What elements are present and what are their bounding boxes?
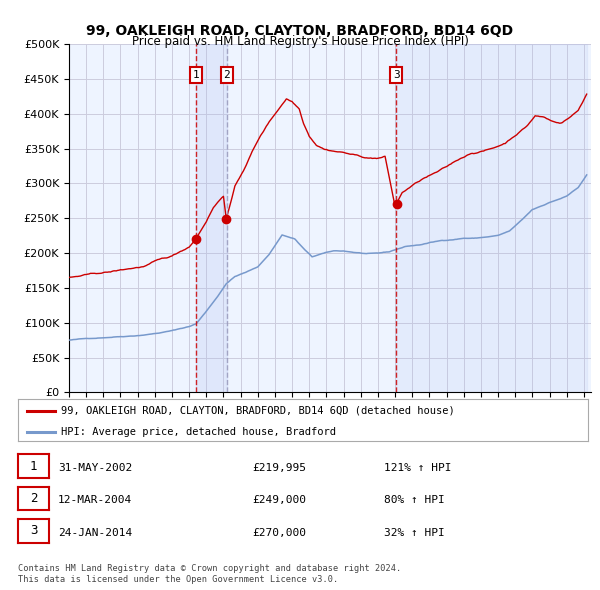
Text: 3: 3 (30, 525, 37, 537)
Text: £270,000: £270,000 (252, 528, 306, 537)
Text: 2: 2 (223, 70, 230, 80)
Text: 12-MAR-2004: 12-MAR-2004 (58, 496, 133, 505)
Text: HPI: Average price, detached house, Bradford: HPI: Average price, detached house, Brad… (61, 427, 336, 437)
Text: 99, OAKLEIGH ROAD, CLAYTON, BRADFORD, BD14 6QD (detached house): 99, OAKLEIGH ROAD, CLAYTON, BRADFORD, BD… (61, 406, 455, 416)
Text: Contains HM Land Registry data © Crown copyright and database right 2024.: Contains HM Land Registry data © Crown c… (18, 564, 401, 573)
Text: 3: 3 (393, 70, 400, 80)
Text: Price paid vs. HM Land Registry's House Price Index (HPI): Price paid vs. HM Land Registry's House … (131, 35, 469, 48)
Text: 32% ↑ HPI: 32% ↑ HPI (384, 528, 445, 537)
Text: 1: 1 (30, 460, 37, 473)
Text: 80% ↑ HPI: 80% ↑ HPI (384, 496, 445, 505)
Text: 31-MAY-2002: 31-MAY-2002 (58, 463, 133, 473)
Bar (196, 44, 227, 392)
Text: 121% ↑ HPI: 121% ↑ HPI (384, 463, 452, 473)
Text: 1: 1 (193, 70, 200, 80)
Text: 99, OAKLEIGH ROAD, CLAYTON, BRADFORD, BD14 6QD: 99, OAKLEIGH ROAD, CLAYTON, BRADFORD, BD… (86, 24, 514, 38)
Bar (396, 44, 587, 392)
Text: 24-JAN-2014: 24-JAN-2014 (58, 528, 133, 537)
Text: 2: 2 (30, 492, 37, 505)
Text: This data is licensed under the Open Government Licence v3.0.: This data is licensed under the Open Gov… (18, 575, 338, 584)
Text: £219,995: £219,995 (252, 463, 306, 473)
Text: £249,000: £249,000 (252, 496, 306, 505)
